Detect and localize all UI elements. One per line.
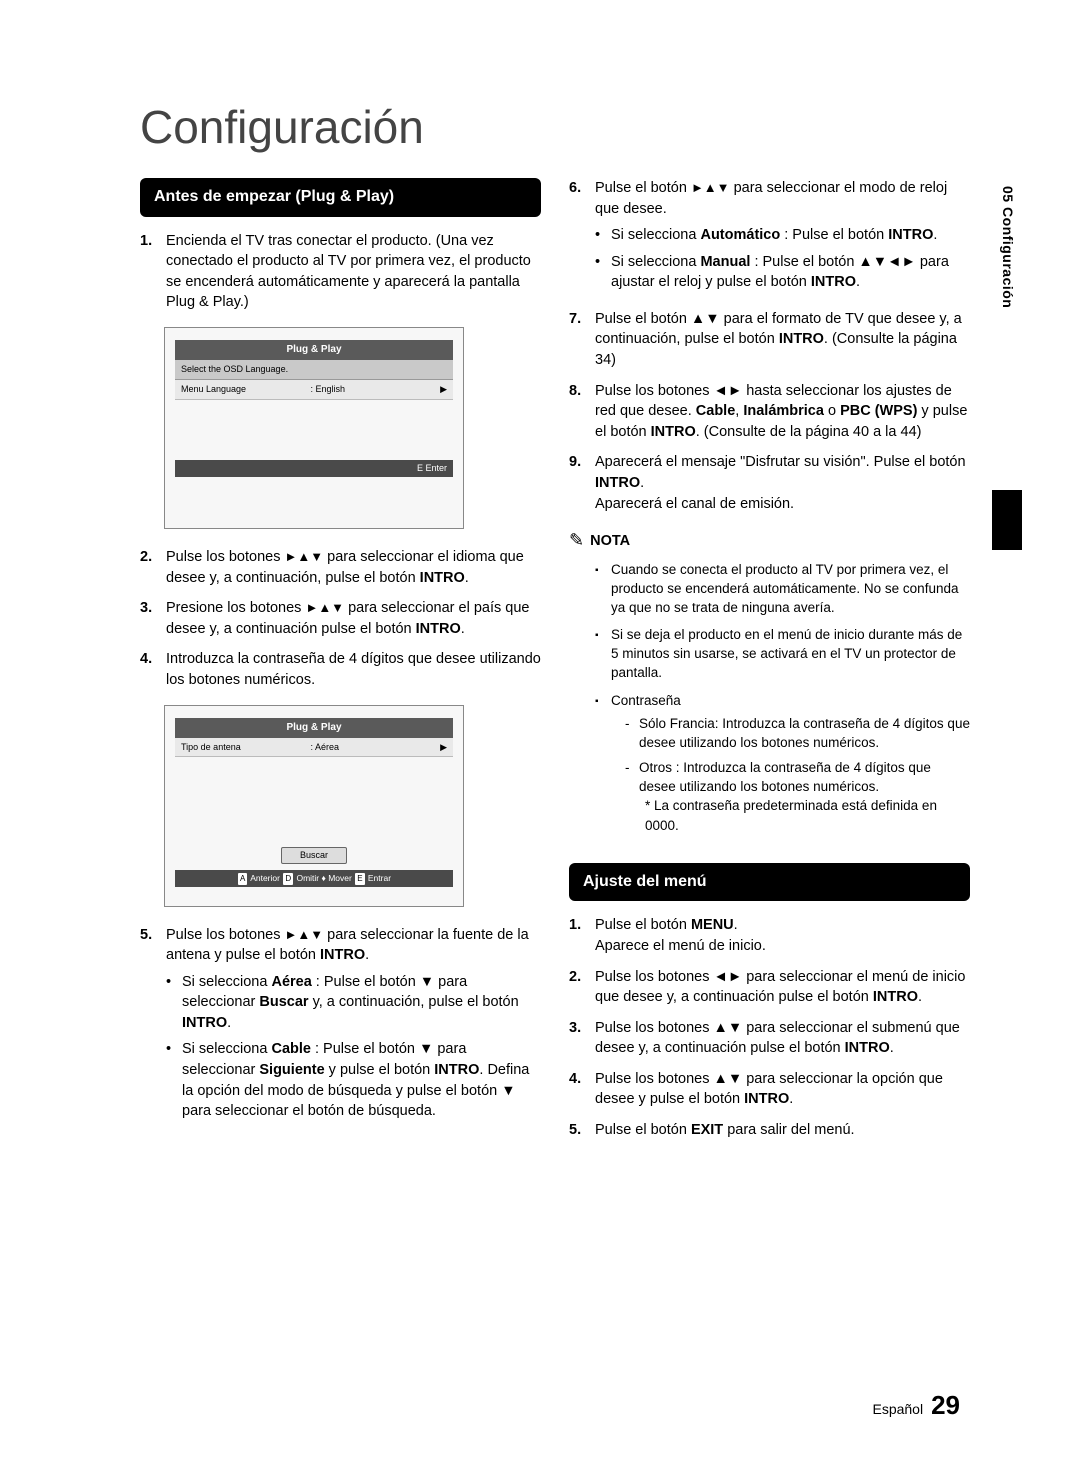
chapter-tab: 05 Configuración (1000, 186, 1016, 308)
nota-item-2: Si se deja el producto en el menú de ini… (595, 625, 970, 682)
nota-item-1: Cuando se conecta el producto al TV por … (595, 560, 970, 617)
nota-label: NOTA (590, 531, 630, 552)
nota-item-3: Contraseña Sólo Francia: Introduzca la c… (595, 691, 970, 841)
mock-screenshot-1: Plug & Play Select the OSD Language. Men… (164, 327, 464, 529)
step-number: 3. (569, 1018, 595, 1059)
left-column: Antes de empezar (Plug & Play) 1. Encien… (140, 178, 541, 1155)
step-number: 2. (140, 547, 166, 588)
mock2-row-value: : Aérea (311, 741, 441, 754)
mock1-enter-bar: E Enter (175, 460, 453, 477)
step-6: 6. Pulse el botón ►▲▼ para seleccionar e… (569, 178, 970, 299)
chevron-right-icon: ▶ (440, 741, 447, 754)
step-text: Pulse el botón ►▲▼ para seleccionar el m… (595, 178, 970, 299)
bullet-aerea: Si selecciona Aérea : Pulse el botón ▼ p… (166, 972, 541, 1034)
chevron-right-icon: ▶ (440, 383, 447, 396)
mock-screenshot-2: Plug & Play Tipo de antena : Aérea ▶ Bus… (164, 705, 464, 907)
manual-page: 05 Configuración Configuración Antes de … (0, 0, 1080, 1477)
content-columns: Antes de empezar (Plug & Play) 1. Encien… (140, 178, 970, 1155)
step-number: 2. (569, 967, 595, 1008)
step-number: 5. (569, 1120, 595, 1141)
thumb-index-block (992, 490, 1022, 550)
step-text: Pulse los botones ▲▼ para seleccionar el… (595, 1018, 970, 1059)
step-number: 9. (569, 452, 595, 514)
step-text: Encienda el TV tras conectar el producto… (166, 231, 541, 313)
plugplay-steps-cont2: 5. Pulse los botones ►▲▼ para selecciona… (140, 925, 541, 1128)
step-2: 2. Pulse los botones ►▲▼ para selecciona… (140, 547, 541, 588)
step-9: 9. Aparecerá el mensaje "Disfrutar su vi… (569, 452, 970, 514)
step-text: Pulse los botones ◄► para seleccionar el… (595, 967, 970, 1008)
section-header-menu: Ajuste del menú (569, 863, 970, 902)
step-text: Pulse los botones ▲▼ para seleccionar la… (595, 1069, 970, 1110)
mock1-row: Menu Language : English ▶ (175, 380, 453, 400)
mock2-row-label: Tipo de antena (181, 741, 311, 754)
mock2-row: Tipo de antena : Aérea ▶ (175, 738, 453, 758)
footer-page-number: 29 (931, 1390, 960, 1421)
right-column: 6. Pulse el botón ►▲▼ para seleccionar e… (569, 178, 970, 1155)
step5-bullets: Si selecciona Aérea : Pulse el botón ▼ p… (166, 972, 541, 1122)
step-text: Aparecerá el mensaje "Disfrutar su visió… (595, 452, 970, 514)
bullet-manual: Si selecciona Manual : Pulse el botón ▲▼… (595, 252, 970, 293)
step-text: Presione los botones ►▲▼ para selecciona… (166, 598, 541, 639)
step-text: Introduzca la contraseña de 4 dígitos qu… (166, 649, 541, 690)
nota-pw-france: Sólo Francia: Introduzca la contraseña d… (625, 714, 970, 752)
plugplay-steps-right: 6. Pulse el botón ►▲▼ para seleccionar e… (569, 178, 970, 514)
step-number: 5. (140, 925, 166, 1128)
menu-step-1: 1. Pulse el botón MENU. Aparece el menú … (569, 915, 970, 956)
mock1-row-value: : English (311, 383, 441, 396)
mock1-row-label: Menu Language (181, 383, 311, 396)
step-text: Pulse el botón ▲▼ para el formato de TV … (595, 309, 970, 371)
menu-step-5: 5. Pulse el botón EXIT para salir del me… (569, 1120, 970, 1141)
nota-password-list: Sólo Francia: Introduzca la contraseña d… (625, 714, 970, 835)
mock1-subtitle: Select the OSD Language. (175, 360, 453, 380)
mock2-search-row: Buscar (175, 847, 453, 864)
step-number: 8. (569, 381, 595, 443)
step-3: 3. Presione los botones ►▲▼ para selecci… (140, 598, 541, 639)
bullet-auto: Si selecciona Automático : Pulse el botó… (595, 225, 970, 246)
step-number: 1. (569, 915, 595, 956)
nota-body: Cuando se conecta el producto al TV por … (595, 560, 970, 841)
step-text: Pulse los botones ◄► hasta seleccionar l… (595, 381, 970, 443)
plugplay-steps: 1. Encienda el TV tras conectar el produ… (140, 231, 541, 313)
step-number: 3. (140, 598, 166, 639)
mock2-footer: A Anterior D Omitir ♦ Mover E Entrar (175, 870, 453, 886)
mock1-title: Plug & Play (175, 340, 453, 360)
step-number: 6. (569, 178, 595, 299)
step-7: 7. Pulse el botón ▲▼ para el formato de … (569, 309, 970, 371)
page-footer: Español 29 (872, 1390, 960, 1421)
menu-step-3: 3. Pulse los botones ▲▼ para seleccionar… (569, 1018, 970, 1059)
nota-header: ✎ NOTA (569, 528, 970, 554)
step-text: Pulse el botón EXIT para salir del menú. (595, 1120, 970, 1141)
step-text: Pulse los botones ►▲▼ para seleccionar l… (166, 925, 541, 1128)
menu-steps: 1. Pulse el botón MENU. Aparece el menú … (569, 915, 970, 1140)
menu-step-2: 2. Pulse los botones ◄► para seleccionar… (569, 967, 970, 1008)
page-title: Configuración (140, 100, 970, 154)
step-text: Pulse el botón MENU. Aparece el menú de … (595, 915, 970, 956)
step-8: 8. Pulse los botones ◄► hasta selecciona… (569, 381, 970, 443)
menu-step-4: 4. Pulse los botones ▲▼ para seleccionar… (569, 1069, 970, 1110)
step-4: 4. Introduzca la contraseña de 4 dígitos… (140, 649, 541, 690)
nota-items: Cuando se conecta el producto al TV por … (595, 560, 970, 841)
step-5: 5. Pulse los botones ►▲▼ para selecciona… (140, 925, 541, 1128)
bullet-cable: Si selecciona Cable : Pulse el botón ▼ p… (166, 1039, 541, 1121)
step-number: 4. (569, 1069, 595, 1110)
step-number: 4. (140, 649, 166, 690)
step-text: Pulse los botones ►▲▼ para seleccionar e… (166, 547, 541, 588)
step-number: 7. (569, 309, 595, 371)
mock2-title: Plug & Play (175, 718, 453, 738)
mock2-search-button: Buscar (281, 847, 347, 864)
step6-bullets: Si selecciona Automático : Pulse el botó… (595, 225, 970, 293)
step-number: 1. (140, 231, 166, 313)
plugplay-steps-cont: 2. Pulse los botones ►▲▼ para selecciona… (140, 547, 541, 690)
section-header-plugplay: Antes de empezar (Plug & Play) (140, 178, 541, 217)
footer-lang: Español (872, 1401, 923, 1417)
step-1: 1. Encienda el TV tras conectar el produ… (140, 231, 541, 313)
nota-pw-others: Otros : Introduzca la contraseña de 4 dí… (625, 758, 970, 835)
note-icon: ✎ (569, 528, 584, 554)
